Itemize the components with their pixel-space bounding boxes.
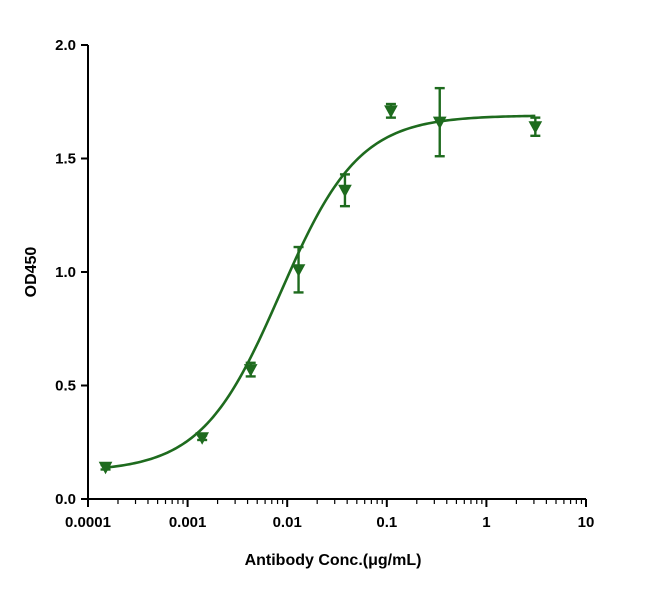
x-tick-label: 1 <box>482 514 490 531</box>
fit-curve-group <box>105 114 536 469</box>
x-axis-title: Antibody Conc.(μg/mL) <box>245 552 422 569</box>
data-point <box>338 184 352 198</box>
y-tick-label: 1.5 <box>55 151 76 168</box>
y-tick-label: 1.0 <box>55 264 76 281</box>
y-tick-label: 0.5 <box>55 378 76 395</box>
data-point <box>528 121 543 134</box>
data-point <box>195 432 209 445</box>
error-bars <box>100 86 541 471</box>
x-tick-label: 0.01 <box>273 514 302 531</box>
y-tick-label: 2.0 <box>55 37 76 54</box>
y-axis-ticks: 0.0 0.5 1.0 1.5 2.0 <box>55 37 88 508</box>
y-axis-title: OD450 <box>23 247 40 298</box>
fit-curve <box>105 114 536 469</box>
data-points <box>98 105 543 475</box>
data-point <box>432 116 447 130</box>
data-point <box>243 364 258 377</box>
x-tick-label: 0.1 <box>376 514 397 531</box>
axes <box>87 45 586 500</box>
data-point <box>291 264 306 277</box>
data-point <box>98 461 113 475</box>
x-tick-label: 10 <box>578 514 595 531</box>
y-tick-label: 0.0 <box>55 491 76 508</box>
data-point <box>384 105 398 118</box>
x-tick-label: 0.0001 <box>65 514 111 531</box>
x-tick-label: 0.001 <box>169 514 207 531</box>
x-axis-ticks: 0.0001 0.001 0.01 0.1 1 10 <box>65 499 594 531</box>
